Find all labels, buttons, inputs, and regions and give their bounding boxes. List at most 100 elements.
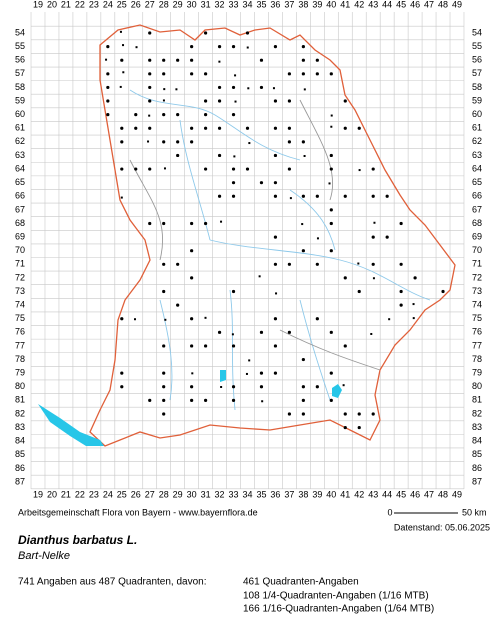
dot: [162, 221, 166, 226]
dot: [385, 194, 389, 198]
row-label: 75: [472, 313, 482, 323]
row-label: 75: [15, 313, 25, 323]
row-label: 65: [472, 177, 482, 187]
row-label: 54: [15, 27, 25, 37]
dot: [287, 330, 291, 334]
row-label: 72: [15, 272, 25, 282]
column-label: 48: [438, 489, 448, 499]
dot: [162, 385, 166, 389]
dot: [190, 398, 194, 402]
row-label: 69: [15, 231, 25, 241]
row-label: 78: [15, 354, 25, 364]
dot: [287, 412, 291, 416]
column-label: 19: [33, 489, 43, 499]
dot: [204, 99, 208, 103]
district-lines: [129, 99, 381, 371]
dot: [329, 72, 333, 76]
dot: [176, 140, 180, 144]
dot: [217, 194, 222, 198]
dot: [301, 58, 305, 62]
dot: [176, 303, 180, 307]
column-label: 25: [117, 0, 127, 9]
dot: [287, 72, 291, 76]
dot: [120, 385, 124, 389]
dot: [329, 249, 333, 253]
scale-end: 50 km: [462, 507, 487, 517]
row-label: 73: [472, 286, 482, 296]
row-label: 60: [472, 109, 482, 119]
small-dot: [316, 237, 319, 240]
small-dot: [303, 154, 306, 157]
column-label: 31: [201, 0, 211, 9]
small-dot: [289, 197, 292, 200]
row-label: 70: [15, 245, 25, 255]
small-dot: [220, 385, 223, 388]
row-label: 62: [15, 136, 25, 146]
small-dot: [372, 277, 375, 280]
dot: [217, 153, 222, 158]
dot: [259, 371, 264, 375]
row-label: 87: [472, 476, 482, 486]
column-label: 36: [270, 489, 280, 499]
small-dot: [233, 155, 236, 158]
dot: [106, 113, 110, 117]
row-label: 60: [15, 109, 25, 119]
small-dot: [330, 114, 333, 117]
column-label: 26: [131, 489, 141, 499]
row-label: 64: [15, 163, 25, 173]
dot: [148, 85, 152, 90]
row-label: 56: [472, 55, 482, 65]
row-label: 68: [15, 218, 25, 228]
stats-line: 108 1/4-Quadranten-Angaben (1/16 MTB): [243, 591, 429, 602]
dot: [399, 289, 403, 294]
dot: [301, 385, 305, 389]
dot: [231, 289, 236, 294]
stats-line: 166 1/16-Quadranten-Angaben (1/64 MTB): [243, 604, 434, 615]
small-dot: [301, 223, 304, 226]
column-label: 21: [61, 489, 71, 499]
row-label: 63: [472, 150, 482, 160]
dot: [204, 126, 208, 130]
dot: [231, 167, 236, 171]
dot: [106, 99, 110, 103]
dot: [371, 194, 375, 198]
dot: [162, 289, 166, 294]
dot: [162, 262, 166, 266]
dot: [315, 317, 319, 321]
dot: [245, 126, 250, 130]
dot: [329, 208, 333, 212]
small-dot: [163, 167, 166, 170]
column-label: 38: [298, 489, 308, 499]
row-label: 58: [15, 82, 25, 92]
row-label: 84: [472, 436, 482, 446]
stats-summary: 741 Angaben aus 487 Quadranten, davon:: [18, 577, 207, 588]
row-label: 67: [15, 204, 25, 214]
column-label: 23: [89, 0, 99, 9]
column-label: 22: [75, 489, 85, 499]
column-label: 24: [103, 489, 113, 499]
small-dot: [261, 400, 264, 403]
row-label: 56: [15, 55, 25, 65]
small-dot: [370, 332, 373, 335]
dot: [204, 398, 208, 402]
dot: [106, 45, 110, 49]
small-dot: [122, 71, 125, 74]
dot: [190, 140, 194, 144]
dot: [204, 31, 208, 35]
dot: [301, 357, 305, 362]
dot: [162, 344, 166, 348]
dot: [106, 85, 110, 90]
date: Datenstand: 05.06.2025: [394, 522, 490, 532]
dot: [120, 167, 124, 171]
dot: [357, 126, 361, 130]
dot: [148, 126, 152, 130]
small-dot: [119, 30, 122, 33]
column-label: 49: [452, 489, 462, 499]
dot: [217, 85, 222, 90]
row-label: 82: [472, 408, 482, 418]
column-label: 42: [354, 0, 364, 9]
occurrence-dots: [105, 30, 445, 430]
row-label: 73: [15, 286, 25, 296]
row-label: 83: [472, 422, 482, 432]
